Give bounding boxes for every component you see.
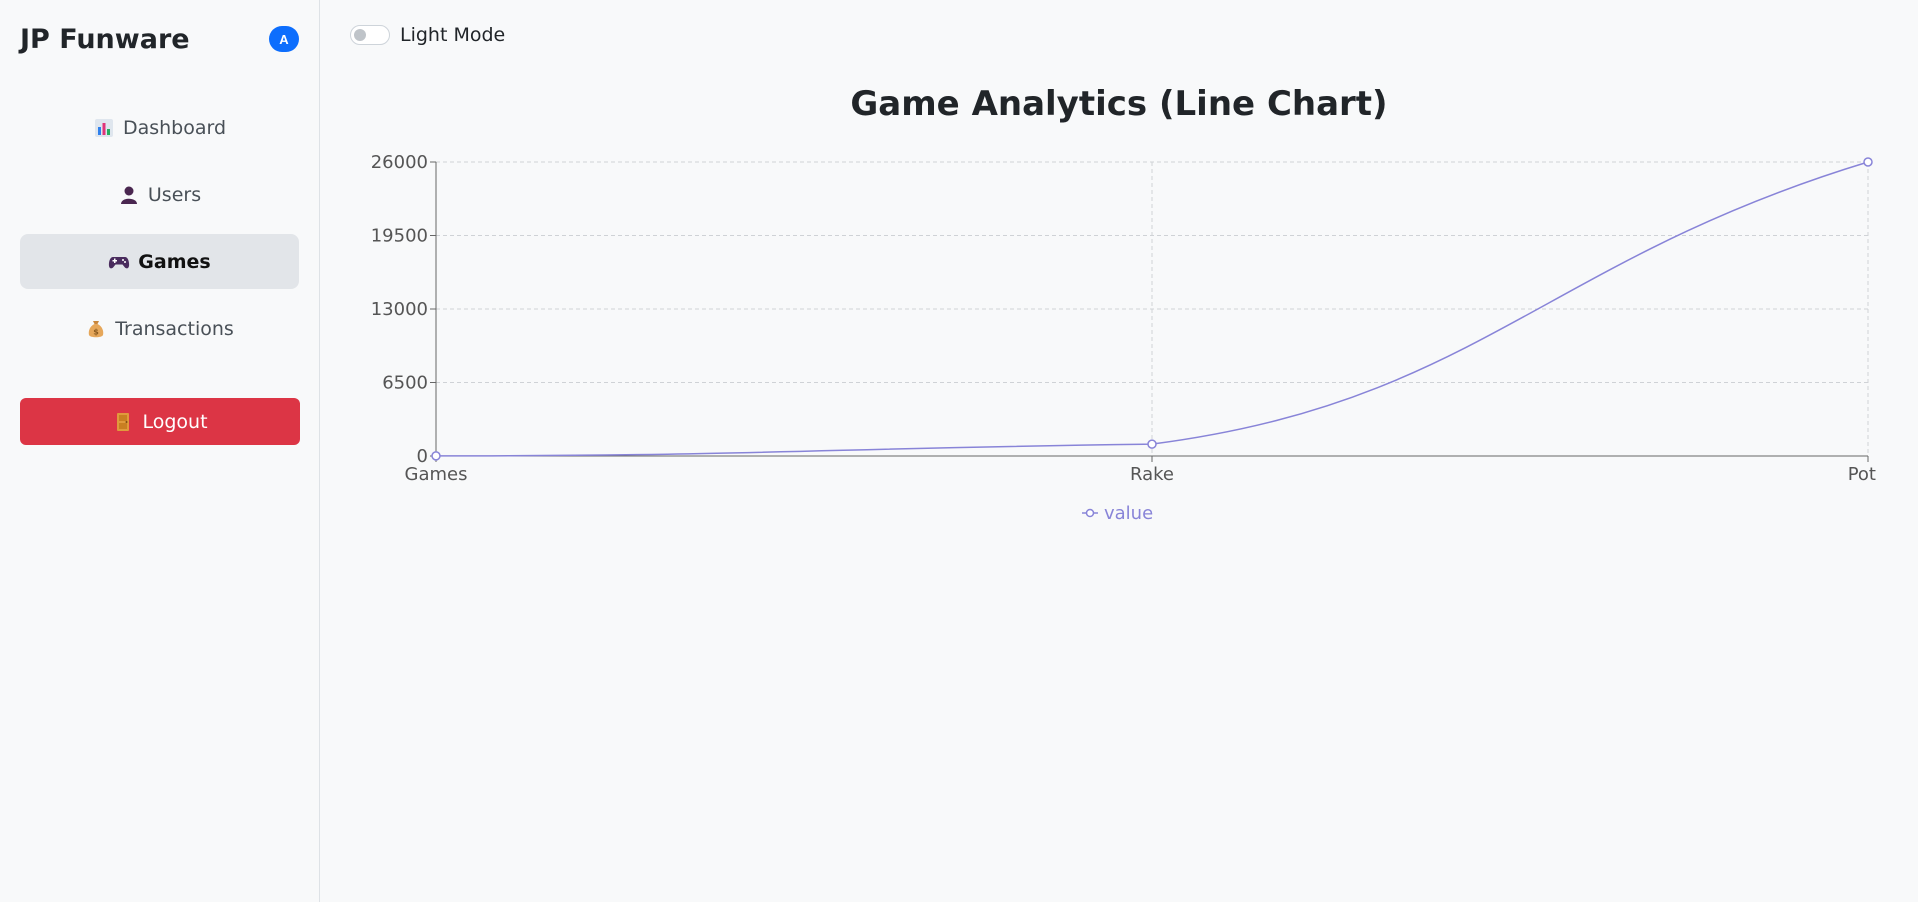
main-content: Light Mode Game Analytics (Line Chart) 0… — [320, 0, 1918, 902]
svg-text:$: $ — [93, 327, 99, 336]
sidebar-item-label: Games — [138, 250, 211, 273]
y-tick-label: 19500 — [371, 226, 428, 247]
line-chart-svg: 0 6500 13000 19500 26000 Games Rake Pot value — [371, 152, 1876, 524]
legend-label: value — [1104, 503, 1153, 524]
brand-row: JP Funware A — [20, 20, 299, 58]
brand-title: JP Funware — [20, 23, 190, 55]
theme-toggle-label: Light Mode — [400, 24, 506, 46]
x-tick-label: Rake — [1130, 464, 1174, 485]
sidebar-item-games[interactable]: Games — [20, 234, 299, 289]
data-point — [1863, 157, 1873, 167]
theme-toggle-switch[interactable] — [350, 25, 390, 45]
gamepad-icon — [108, 251, 130, 273]
x-tick-label: Pot — [1848, 464, 1876, 485]
y-tick-label: 6500 — [382, 373, 428, 394]
y-tick-label: 13000 — [371, 299, 428, 320]
sidebar-item-label: Transactions — [115, 317, 234, 340]
sidebar-nav: Dashboard Users — [20, 100, 299, 368]
data-point — [431, 451, 441, 461]
sidebar-item-label: Dashboard — [122, 116, 227, 139]
logout-label: Logout — [142, 410, 208, 433]
sidebar-item-users[interactable]: Users — [20, 167, 299, 222]
door-icon — [112, 411, 134, 433]
avatar[interactable]: A — [269, 26, 299, 52]
sidebar-item-transactions[interactable]: $ Transactions — [20, 301, 299, 356]
money-bag-icon: $ — [85, 318, 107, 340]
y-tick-label: 26000 — [371, 152, 428, 173]
x-tick-label: Games — [405, 464, 468, 485]
bar-chart-icon — [93, 117, 115, 139]
legend-marker — [1085, 508, 1095, 518]
chart-title: Game Analytics (Line Chart) — [850, 84, 1388, 124]
sidebar-item-dashboard[interactable]: Dashboard — [20, 100, 299, 155]
toggle-knob — [354, 29, 366, 41]
data-point — [1147, 439, 1157, 449]
logout-button[interactable]: Logout — [20, 398, 300, 445]
user-icon — [118, 184, 140, 206]
sidebar-item-label: Users — [147, 183, 202, 206]
line-chart: 0 6500 13000 19500 26000 Games Rake Pot value — [320, 150, 1900, 535]
theme-toggle-row: Light Mode — [350, 18, 1918, 52]
y-tick-label: 0 — [417, 446, 428, 467]
sidebar: JP Funware A Dashboard — [0, 0, 320, 902]
